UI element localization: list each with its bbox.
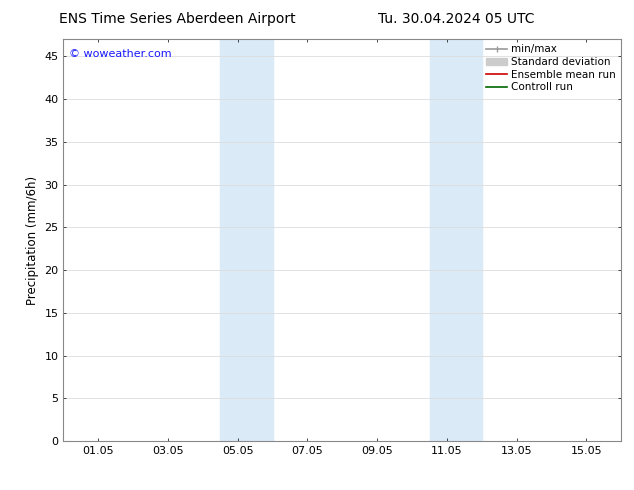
Bar bbox=[221, 39, 273, 441]
Bar bbox=[429, 39, 482, 441]
Text: © woweather.com: © woweather.com bbox=[69, 49, 172, 59]
Text: Tu. 30.04.2024 05 UTC: Tu. 30.04.2024 05 UTC bbox=[378, 12, 534, 26]
Text: ENS Time Series Aberdeen Airport: ENS Time Series Aberdeen Airport bbox=[59, 12, 296, 26]
Legend: min/max, Standard deviation, Ensemble mean run, Controll run: min/max, Standard deviation, Ensemble me… bbox=[483, 41, 619, 96]
Y-axis label: Precipitation (mm/6h): Precipitation (mm/6h) bbox=[26, 175, 39, 305]
